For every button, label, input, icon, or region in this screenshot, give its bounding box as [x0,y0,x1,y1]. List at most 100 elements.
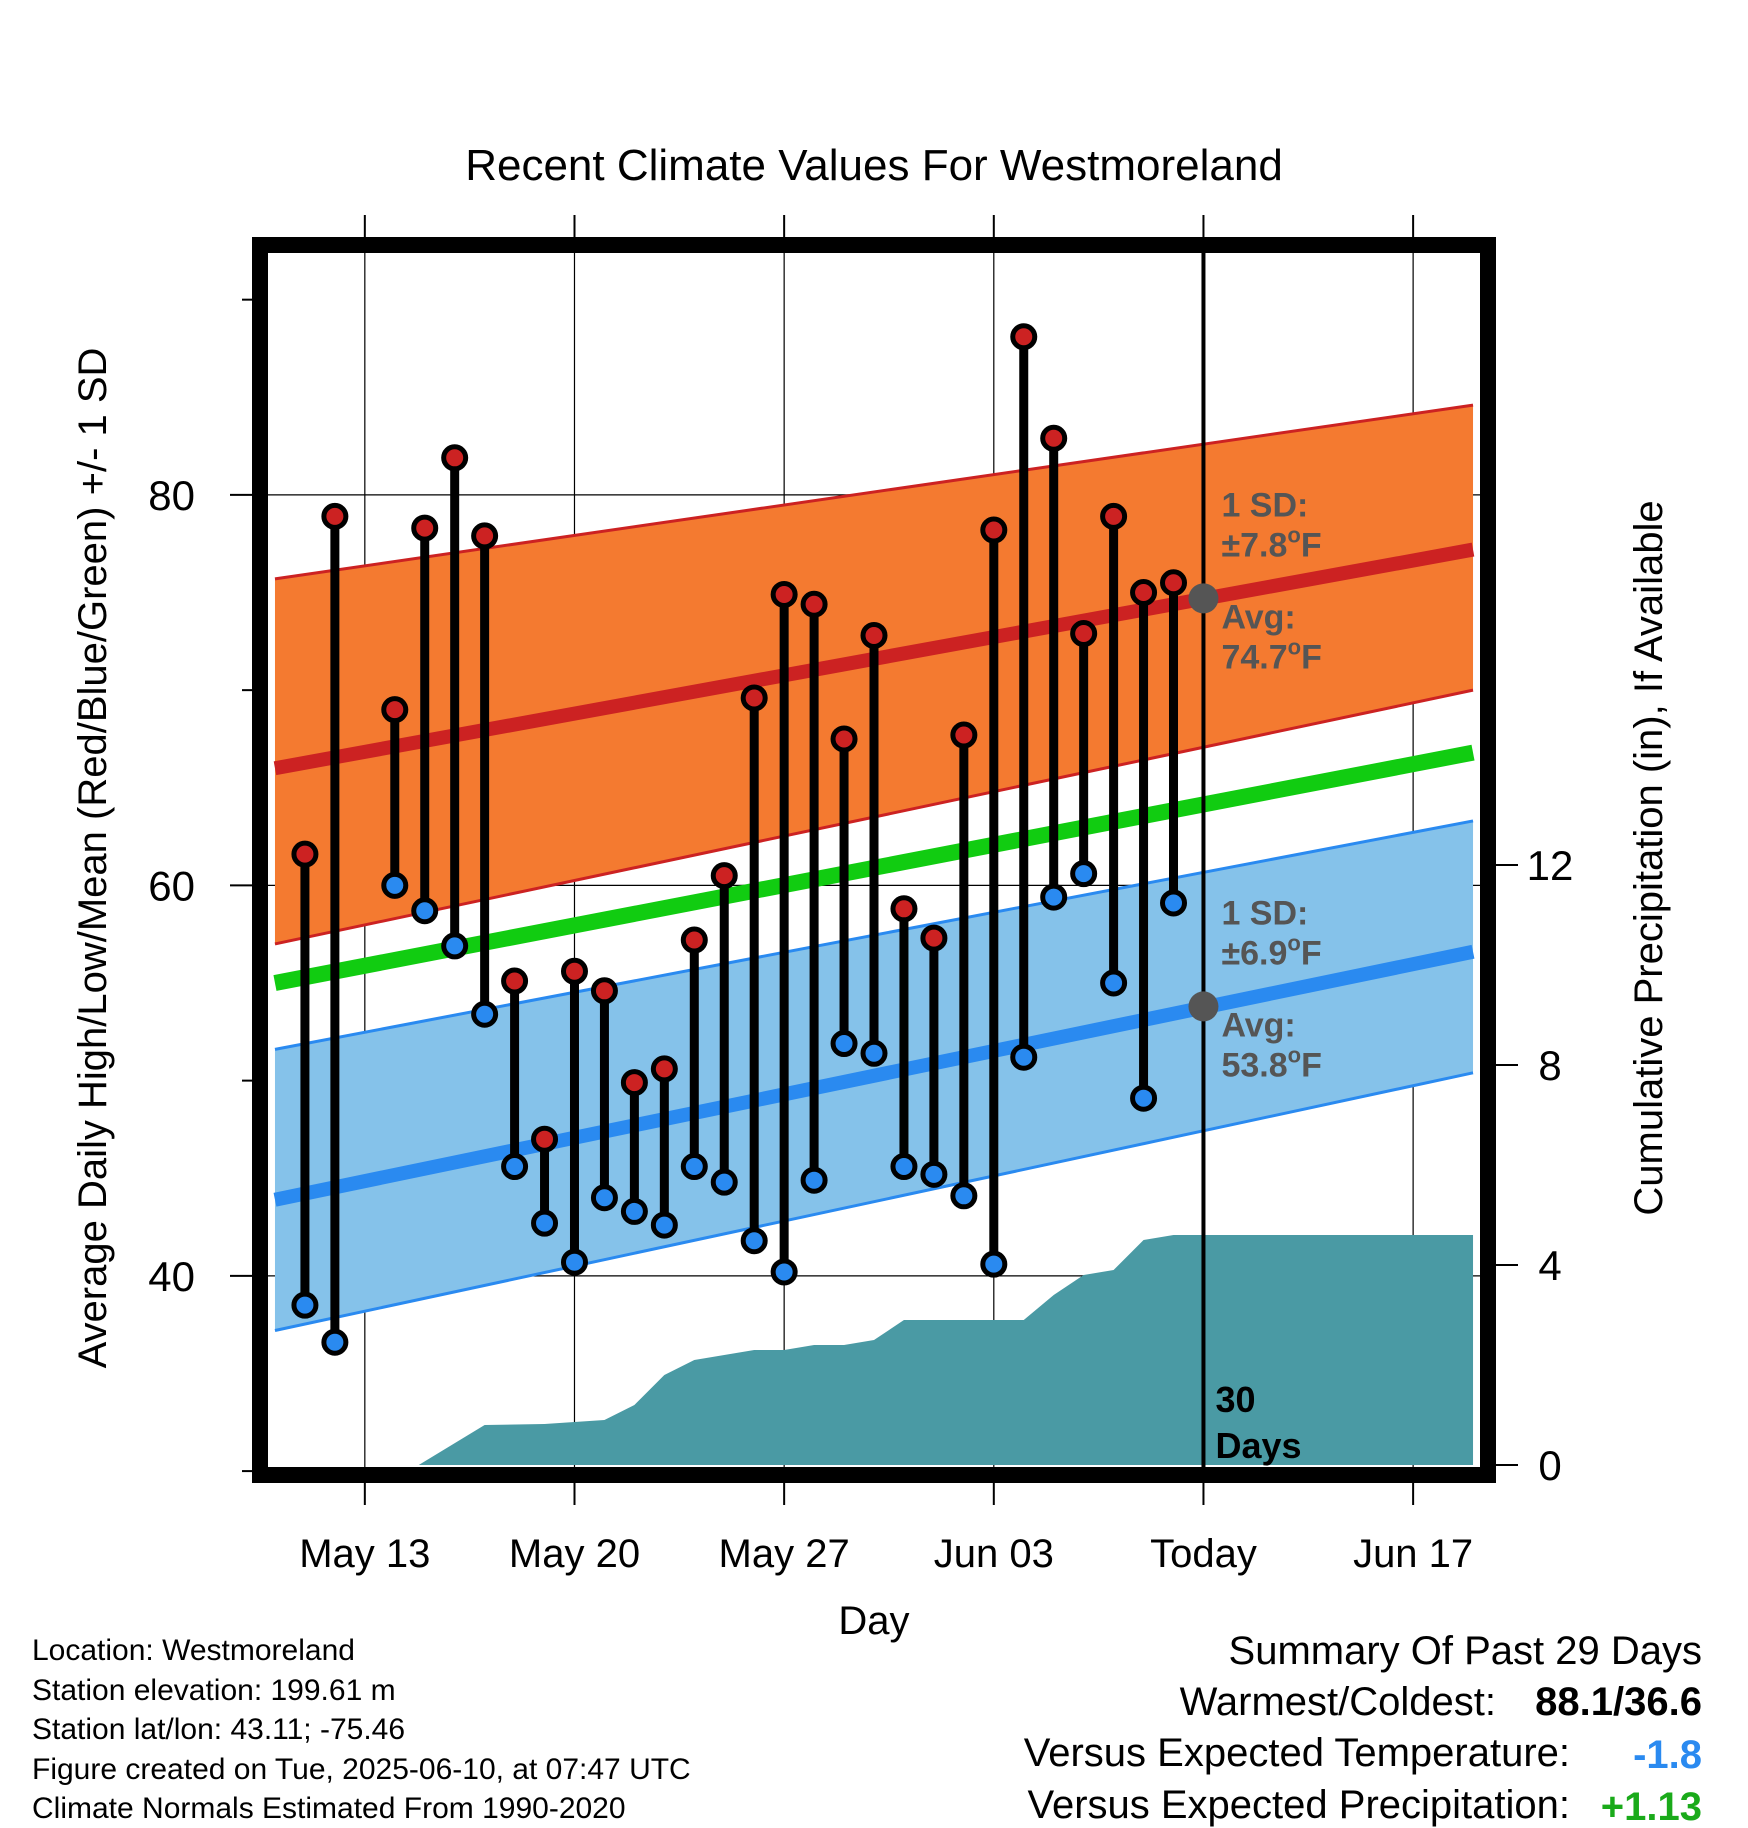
daily-high-point [680,926,708,954]
daily-low-point [1010,1043,1038,1071]
daily-high-point [770,580,798,608]
daily-high-point [860,621,888,649]
y-tick-label: 40 [148,1253,195,1300]
high-sd-title-part: 1 SD: [1221,486,1308,524]
low-avg-value-part: 53.8 [1221,1046,1287,1084]
high-avg-title-part: Avg: [1221,598,1295,636]
summary-temp-label: Versus Expected Temperature: [1024,1731,1570,1775]
low-sd-title-part: 1 SD: [1221,894,1308,932]
high-avg-value-part: 74.7 [1221,638,1287,676]
high-sd-title: 1 SD: [1221,486,1308,524]
daily-low-point [501,1153,529,1181]
plot-frame [252,237,1496,1483]
daily-low-point [710,1168,738,1196]
daily-high-point [501,967,529,995]
y-tick-label: 60 [148,862,195,909]
daily-low-point [680,1153,708,1181]
low-avg-value-part: o [1288,1042,1301,1067]
daily-low-point [321,1328,349,1356]
y-right-tick-label: 0 [1538,1442,1561,1489]
y-right-tick-label: 12 [1527,842,1574,889]
axes: May 13 May 20 May 27 Jun 03 Today Jun 1740608… [148,215,1573,1576]
daily-low-point [800,1166,828,1194]
daily-high-point [1070,620,1098,648]
x-tick-label: Jun 17 [1353,1532,1473,1576]
precip-area [274,1235,1474,1465]
high-sd-band-upper-edge [274,403,1474,581]
daily-high-point [950,721,978,749]
daily-high-point [1100,502,1128,530]
daily-high-point [740,684,768,712]
daily-low-point [860,1039,888,1067]
high-sd-value-part: ±7.8 [1221,526,1287,564]
footer-normals: Climate Normals Estimated From 1990-2020 [32,1792,626,1825]
footer-latlon: Station lat/lon: 43.11; -75.46 [32,1713,405,1746]
high-avg-title: Avg: [1221,598,1295,636]
daily-high-point [1130,579,1158,607]
daily-low-point [620,1197,648,1225]
daily-high-point [620,1069,648,1097]
daily-low-point [830,1030,858,1058]
summary-warmest-label: Warmest/Coldest: [1180,1680,1496,1724]
high-avg-marker [1188,583,1219,614]
summary-precip-value: +1.13 [1601,1785,1702,1828]
low-normal-line [273,944,1475,1207]
low-avg-value-part: F [1301,1046,1322,1084]
low-avg-title: Avg: [1221,1006,1295,1044]
high-sd-value-part: F [1301,526,1322,564]
summary-temp-value: -1.8 [1633,1733,1702,1777]
daily-high-point [441,444,469,472]
daily-low-point [770,1258,798,1286]
daily-high-point [830,725,858,753]
summary-slash: / [1613,1680,1624,1724]
daily-low-point [1100,969,1128,997]
daily-low-point [590,1184,618,1212]
daily-high-point [800,590,828,618]
x-tick-label: May 20 [509,1532,640,1576]
daily-high-point [531,1125,559,1153]
low-avg-title-part: Avg: [1221,1006,1295,1044]
daily-high-point [890,895,918,923]
daily-high-point [1040,424,1068,452]
daily-high-point [590,977,618,1005]
daily-low-point [1070,860,1098,888]
footer-location: Location: Westmoreland [32,1634,355,1667]
days-word-label: Days [1215,1425,1301,1466]
daily-low-point [1040,883,1068,911]
low-sd-value-part: o [1287,930,1300,955]
x-axis-label: Day [838,1599,909,1643]
x-tick-label: Jun 03 [934,1532,1054,1576]
high-sd-value: ±7.8oF [1221,522,1321,564]
daily-low-point [381,871,409,899]
footer-info: Location: Westmoreland Station elevation… [32,1634,691,1825]
summary-precip-label: Versus Expected Precipitation: [1027,1783,1570,1827]
low-sd-title: 1 SD: [1221,894,1308,932]
chart-title: Recent Climate Values For Westmoreland [465,141,1283,190]
low-sd-band-lower-edge [274,1071,1474,1332]
days-count-label: 30 [1215,1379,1255,1420]
low-sd-value-part: F [1301,934,1322,972]
daily-high-point [411,514,439,542]
daily-low-point [1160,889,1188,917]
daily-low-point [950,1182,978,1210]
daily-high-point [710,862,738,890]
daily-high-point [980,516,1008,544]
daily-high-point [650,1055,678,1083]
y-right-tick-label: 8 [1538,1042,1561,1089]
y-tick-label: 80 [148,472,195,519]
footer-created: Figure created on Tue, 2025-06-10, at 07… [32,1753,691,1786]
low-avg-value: 53.8oF [1221,1042,1321,1084]
summary-warmest-value: 88.1 [1535,1680,1613,1724]
daily-low-point [650,1211,678,1239]
daily-low-point [560,1248,588,1276]
daily-low-point [411,897,439,925]
daily-high-point [920,924,948,952]
x-tick-label: May 27 [719,1532,850,1576]
daily-low-point [890,1153,918,1181]
daily-low-point [740,1227,768,1255]
high-avg-value-part: F [1301,638,1322,676]
daily-low-point [441,932,469,960]
